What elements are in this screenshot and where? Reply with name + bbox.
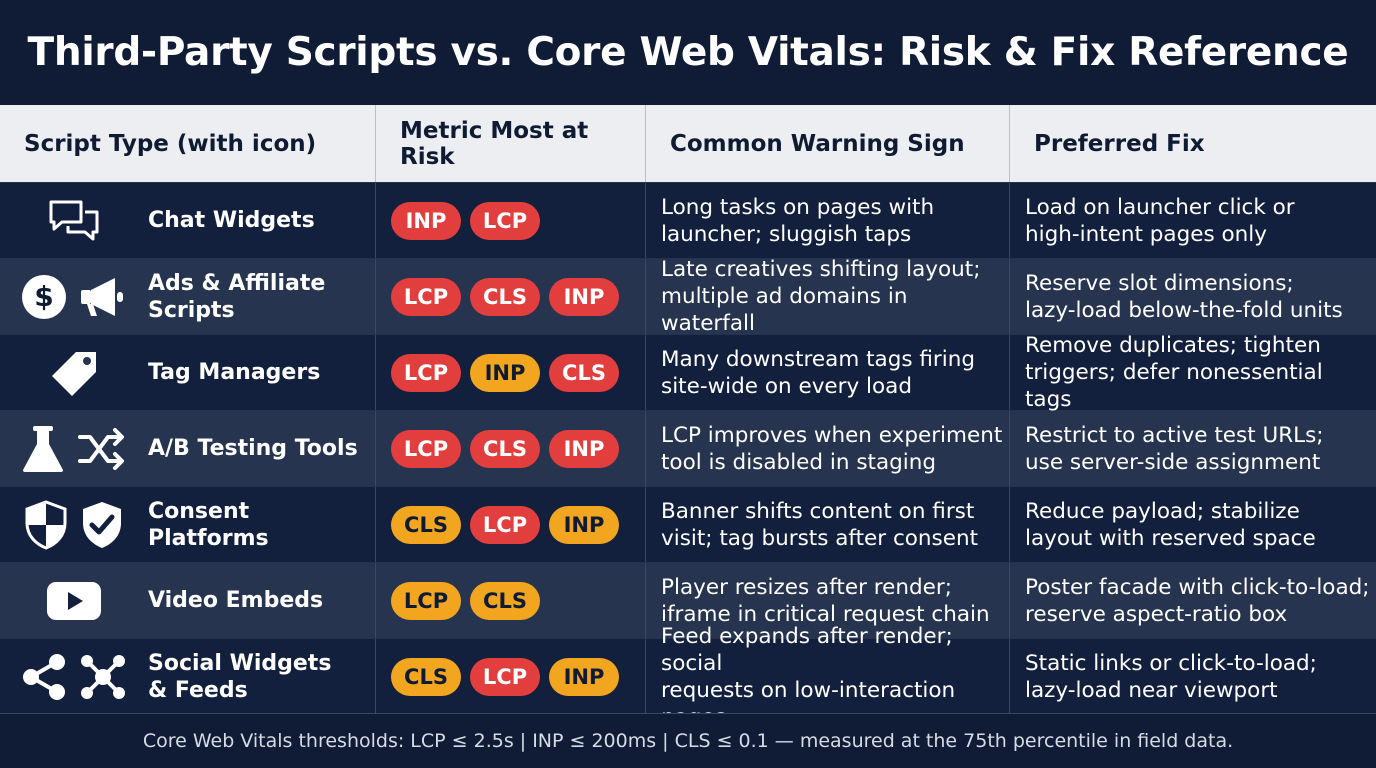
metric-badge-lcp: LCP: [470, 505, 540, 544]
warning-sign-cell: Feed expands after render; social reques…: [646, 624, 1010, 730]
metric-badge-inp: INP: [549, 277, 619, 316]
warning-sign-cell: LCP improves when experiment tool is dis…: [646, 411, 1010, 486]
warning-sign-cell: Many downstream tags firing site-wide on…: [646, 335, 1010, 410]
metric-cell: LCP CLS INP: [376, 411, 646, 486]
tag-icon: [48, 348, 100, 398]
dollar-icon: $: [21, 274, 67, 320]
preferred-fix-cell: Poster facade with click-to-load; reserv…: [1025, 574, 1370, 627]
script-type-cell: Tag Managers: [0, 335, 376, 410]
metric-badge-lcp: LCP: [391, 429, 461, 468]
preferred-fix-cell: Restrict to active test URLs; use server…: [1025, 422, 1324, 475]
preferred-fix-cell: Static links or click-to-load; lazy-load…: [1025, 650, 1317, 703]
metric-cell: LCP CLS: [376, 563, 646, 638]
script-icons: [0, 198, 148, 244]
table-row: A/B Testing Tools LCP CLS INP LCP improves w…: [0, 410, 1376, 486]
script-name: Tag Managers: [148, 360, 321, 385]
network-icon: [79, 653, 127, 701]
script-icons: [0, 424, 148, 474]
shield-icon: [24, 499, 68, 550]
preferred-fix-cell: Load on launcher click or high-intent pa…: [1025, 194, 1295, 247]
preferred-fix-cell: Remove duplicates; tighten triggers; def…: [1025, 333, 1323, 412]
metric-badge-lcp: LCP: [391, 353, 461, 392]
metric-badges: LCP CLS: [376, 581, 540, 620]
metric-badges: LCP INP CLS: [376, 353, 619, 392]
metric-badges: CLS LCP INP: [376, 657, 619, 696]
metric-badge-cls: CLS: [470, 429, 540, 468]
table-row: Tag Managers LCP INP CLS Many downstream tag…: [0, 333, 1376, 412]
table-row: Video Embeds LCP CLS Player resizes after r…: [0, 562, 1376, 638]
shuffle-icon: [77, 426, 127, 472]
title-bar: Third-Party Scripts vs. Core Web Vitals:…: [0, 0, 1376, 105]
metric-badge-cls: CLS: [470, 277, 540, 316]
flask-icon: [21, 424, 65, 474]
metric-cell: CLS LCP INP: [376, 487, 646, 562]
script-type-cell: Video Embeds: [0, 563, 376, 638]
metric-badges: LCP CLS INP: [376, 277, 619, 316]
script-icons: [0, 499, 148, 550]
svg-text:$: $: [34, 280, 53, 313]
table-row: Consent Platforms CLS LCP INP Banner shifts …: [0, 486, 1376, 562]
chat-icon: [48, 198, 100, 244]
script-type-cell: A/B Testing Tools: [0, 411, 376, 486]
metric-badge-lcp: LCP: [470, 201, 540, 240]
script-name: A/B Testing Tools: [148, 436, 358, 461]
warning-sign-cell: Player resizes after render; iframe in c…: [646, 563, 1010, 638]
warning-sign-cell: Late creatives shifting layout; multiple…: [646, 257, 1010, 336]
script-name: Ads & Affiliate Scripts: [148, 270, 326, 323]
header-script-type: Script Type (with icon): [0, 105, 376, 182]
metric-badge-inp: INP: [391, 201, 461, 240]
metric-badge-lcp: LCP: [391, 581, 461, 620]
metric-badge-inp: INP: [470, 353, 540, 392]
preferred-fix-cell: Reserve slot dimensions; lazy-load below…: [1025, 270, 1343, 323]
script-icons: [0, 348, 148, 398]
preferred-fix-cell: Reduce payload; stabilize layout with re…: [1025, 498, 1316, 551]
video-play-icon: [46, 581, 102, 621]
script-type-cell: Social Widgets & Feeds: [0, 639, 376, 714]
header-warning-sign: Common Warning Sign: [646, 105, 1010, 182]
shield-check-icon: [80, 500, 124, 550]
metric-badge-lcp: LCP: [391, 277, 461, 316]
metric-badge-cls: CLS: [549, 353, 619, 392]
metric-badge-inp: INP: [549, 657, 619, 696]
script-type-cell: Chat Widgets: [0, 183, 376, 258]
metric-badge-cls: CLS: [391, 657, 461, 696]
warning-sign-cell: Long tasks on pages with launcher; slugg…: [646, 183, 1010, 258]
metric-badges: INP LCP: [376, 201, 540, 240]
script-name: Chat Widgets: [148, 208, 315, 233]
metric-cell: LCP CLS INP: [376, 259, 646, 334]
script-type-cell: Consent Platforms: [0, 487, 376, 562]
metric-badges: LCP CLS INP: [376, 429, 619, 468]
metric-badges: CLS LCP INP: [376, 505, 619, 544]
script-icons: $: [0, 274, 148, 320]
script-icons: [0, 653, 148, 701]
metric-badge-cls: CLS: [470, 581, 540, 620]
share-icon: [21, 653, 67, 701]
megaphone-icon: [79, 274, 127, 320]
metric-cell: CLS LCP INP: [376, 639, 646, 714]
header-preferred-fix: Preferred Fix: [1034, 130, 1205, 157]
metric-badge-cls: CLS: [391, 505, 461, 544]
header-metric-at-risk: Metric Most at Risk: [376, 105, 646, 182]
script-name: Consent Platforms: [148, 498, 269, 551]
table-header: Script Type (with icon) Metric Most at R…: [0, 105, 1376, 182]
script-icons: [0, 581, 148, 621]
metric-cell: LCP INP CLS: [376, 335, 646, 410]
reference-table: Script Type (with icon) Metric Most at R…: [0, 105, 1376, 730]
page-title: Third-Party Scripts vs. Core Web Vitals:…: [27, 30, 1349, 75]
footer-note: Core Web Vitals thresholds: LCP ≤ 2.5s |…: [0, 713, 1376, 768]
table-row: Chat Widgets INP LCP Long tasks on pages wi…: [0, 182, 1376, 258]
script-type-cell: $ Ads & Affiliate Scripts: [0, 259, 376, 334]
footer-text: Core Web Vitals thresholds: LCP ≤ 2.5s |…: [142, 730, 1234, 752]
table-body: Chat Widgets INP LCP Long tasks on pages wi…: [0, 182, 1376, 730]
table-row: $ Ads & Affiliate Scripts LCP CLS INP Late cr…: [0, 257, 1376, 336]
metric-badge-lcp: LCP: [470, 657, 540, 696]
script-name: Social Widgets & Feeds: [148, 650, 332, 703]
metric-badge-inp: INP: [549, 505, 619, 544]
script-name: Video Embeds: [148, 588, 324, 613]
metric-cell: INP LCP: [376, 183, 646, 258]
metric-badge-inp: INP: [549, 429, 619, 468]
warning-sign-cell: Banner shifts content on first visit; ta…: [646, 487, 1010, 562]
